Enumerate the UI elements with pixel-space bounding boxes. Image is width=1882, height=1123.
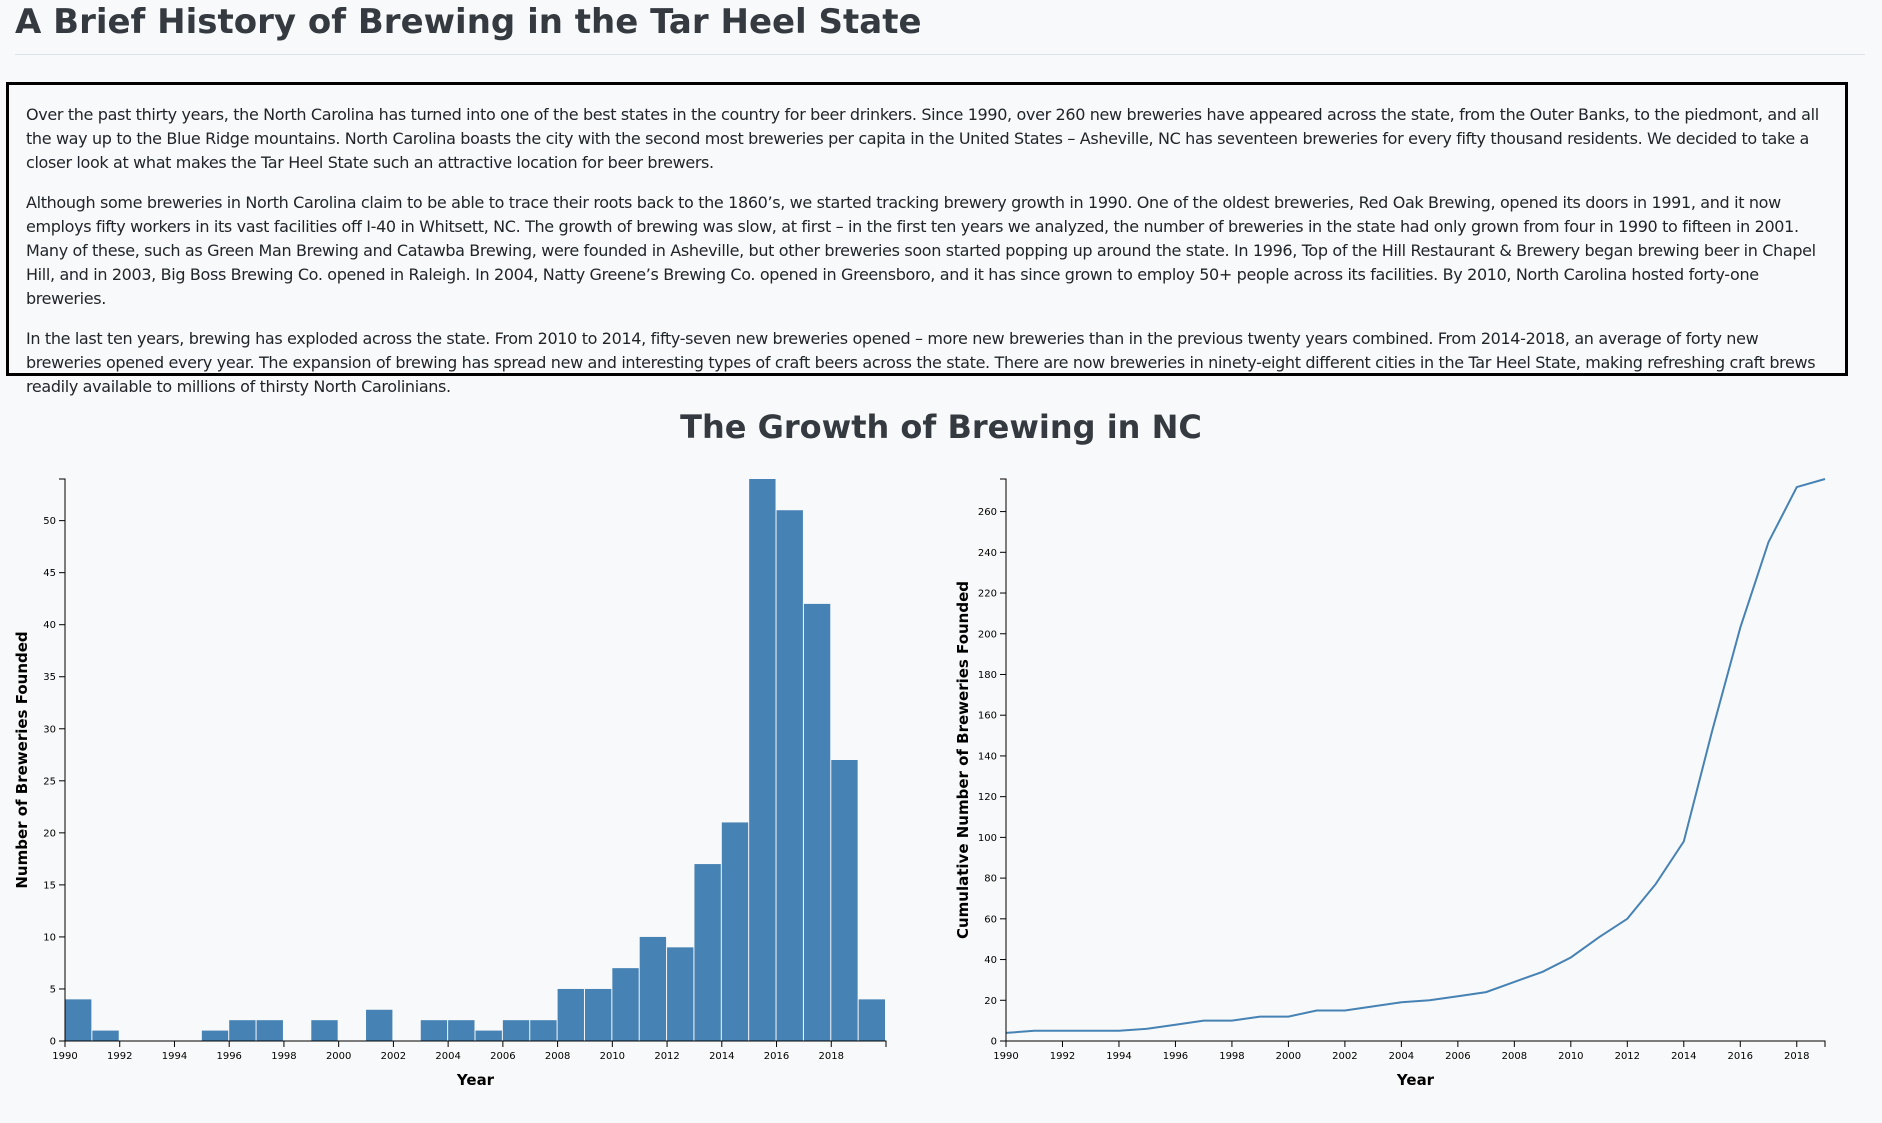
bar-2009 [584,988,612,1041]
line-chart-x-tick-label: 2002 [1332,1051,1357,1062]
bar-chart-x-tick-label: 2018 [819,1051,844,1062]
line-chart-y-tick-label: 240 [978,548,997,559]
bar-chart-x-tick-label: 1998 [271,1051,296,1062]
bar-chart-x-tick-label: 2010 [600,1051,625,1062]
bar-2010 [612,968,639,1041]
line-chart-x-tick-label: 1996 [1163,1051,1188,1062]
line-chart-y-tick-label: 100 [978,833,997,844]
intro-text-box: Over the past thirty years, the North Ca… [6,82,1848,396]
line-chart-x-tick-label: 1998 [1219,1051,1244,1062]
bar-chart-x-tick-label: 1992 [107,1051,132,1062]
bar-chart-y-tick-label: 0 [50,1037,56,1048]
bar-2004 [448,1020,475,1041]
bar-chart-y-tick-label: 10 [43,932,56,943]
line-chart-x-axis-title: Year [1396,1071,1435,1089]
bar-2017 [803,603,831,1041]
chart-section-heading: The Growth of Brewing in NC [680,408,1202,446]
intro-paragraph-1: Over the past thirty years, the North Ca… [26,105,1819,172]
bar-2016 [776,510,803,1041]
line-chart-x-tick-label: 2012 [1615,1051,1640,1062]
line-chart-y-tick-label: 120 [978,792,997,803]
bar-chart-y-tick-label: 40 [43,620,56,631]
title-divider [15,54,1865,55]
line-chart-y-tick-label: 40 [984,955,997,966]
bar-2015 [749,479,776,1041]
bar-2018 [831,760,858,1041]
bar-chart-y-tick-label: 25 [43,776,56,787]
bar-2001 [366,1009,393,1041]
bar-chart-y-tick-label: 5 [50,984,56,995]
line-chart-x-tick-label: 2004 [1389,1051,1414,1062]
bar-2008 [557,988,584,1041]
line-chart-y-axis-title: Cumulative Number of Breweries Founded [954,581,972,939]
intro-paragraph-3: In the last ten years, brewing has explo… [26,329,1816,396]
bar-chart-y-tick-label: 50 [43,516,56,527]
bar-chart-x-tick-label: 2016 [764,1051,789,1062]
bar-chart-x-tick-label: 2006 [490,1051,515,1062]
line-chart-x-tick-label: 2018 [1784,1051,1809,1062]
line-chart-y-tick-label: 20 [984,996,997,1007]
bar-chart-y-tick-label: 35 [43,672,56,683]
line-chart-x-tick-label: 2008 [1502,1051,1527,1062]
bar-2006 [502,1020,530,1041]
bar-chart-x-tick-label: 1996 [216,1051,241,1062]
bar-1997 [256,1020,283,1041]
line-chart-x-tick-label: 2014 [1671,1051,1696,1062]
bar-chart-x-tick-label: 2008 [545,1051,570,1062]
bar-chart-x-tick-label: 2014 [709,1051,734,1062]
bar-2014 [721,822,749,1041]
bar-1991 [92,1030,119,1041]
bar-2005 [475,1030,502,1041]
bar-2019 [858,999,885,1041]
line-chart-y-tick-label: 260 [978,507,997,518]
bar-2007 [530,1020,557,1041]
line-chart-y-tick-label: 220 [978,589,997,600]
line-chart-y-tick-label: 80 [984,874,997,885]
bar-1999 [311,1020,338,1041]
bar-chart-x-tick-label: 2004 [435,1051,460,1062]
bar-2013 [694,864,721,1041]
line-chart-y-tick-label: 160 [978,711,997,722]
bar-chart-x-axis-title: Year [456,1071,495,1089]
line-chart-y-tick-label: 140 [978,751,997,762]
cumulative-series-line [1005,478,1826,1034]
bar-2011 [639,936,667,1041]
bar-chart-y-tick-label: 15 [43,880,56,891]
line-chart-x-tick-label: 1990 [993,1051,1018,1062]
line-chart-x-tick-label: 2006 [1445,1051,1470,1062]
bar-chart-y-tick-label: 45 [43,568,56,579]
line-chart-x-axis-line [1005,1040,1826,1047]
bar-2003 [420,1020,448,1041]
line-chart-y-axis-line [1000,478,1007,1042]
bar-chart-x-tick-label: 2002 [381,1051,406,1062]
bar-1996 [229,1020,256,1041]
bar-chart-y-axis-title: Number of Breweries Founded [13,631,31,888]
bar-chart-y-tick-label: 20 [43,828,56,839]
line-chart-x-tick-label: 1994 [1106,1051,1131,1062]
intro-paragraph-2: Although some breweries in North Carolin… [26,193,1816,308]
bar-chart-y-tick-label: 30 [43,724,56,735]
bar-chart-breweries-founded: 0 5 10 15 20 25 30 35 40 45 50 1990 1992 1994 1996 1998… [13,478,887,1089]
line-chart-x-tick-label: 2010 [1558,1051,1583,1062]
line-chart-y-tick-label: 180 [978,670,997,681]
bar-chart-x-tick-label: 1990 [52,1051,77,1062]
bar-chart-x-tick-label: 2012 [654,1051,679,1062]
bar-chart-x-tick-label: 2000 [326,1051,351,1062]
line-chart-x-tick-label: 1992 [1050,1051,1075,1062]
line-chart-y-tick-label: 200 [978,629,997,640]
bar-2012 [667,947,694,1041]
page-title: A Brief History of Brewing in the Tar He… [15,2,922,42]
bar-chart-x-tick-label: 1994 [162,1051,187,1062]
bar-1995 [201,1030,229,1041]
line-chart-x-tick-label: 2016 [1728,1051,1753,1062]
line-chart-y-tick-label: 0 [991,1037,997,1048]
line-chart-y-tick-label: 60 [984,914,997,925]
line-chart-x-tick-label: 2000 [1276,1051,1301,1062]
bar-1990 [65,999,92,1041]
